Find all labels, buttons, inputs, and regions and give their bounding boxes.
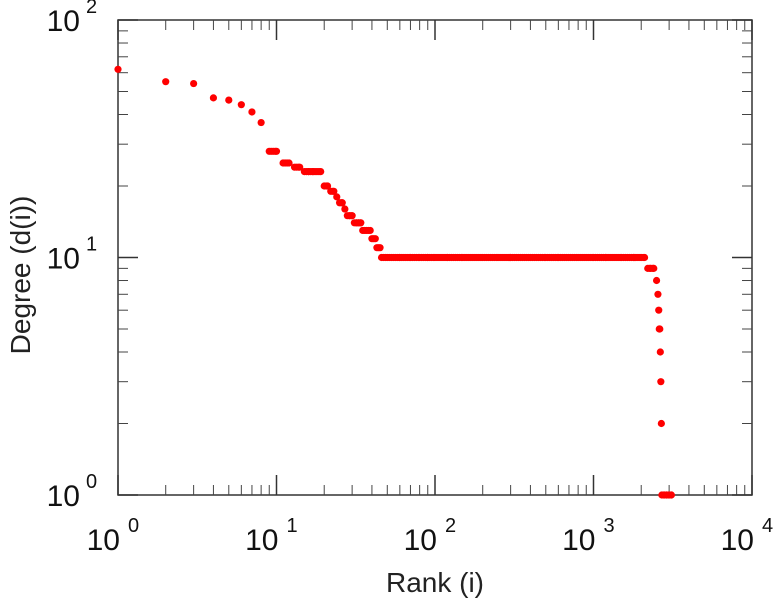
data-point	[656, 348, 664, 356]
data-point-fill	[322, 182, 330, 190]
data-point-fill	[649, 264, 657, 272]
x-tick-base: 10	[87, 524, 120, 557]
y-tick-exponent: 0	[86, 471, 97, 493]
y-tick-base: 10	[47, 5, 80, 38]
data-point-fill	[294, 163, 303, 171]
x-tick-label: 10 1	[245, 515, 298, 557]
data-point	[656, 325, 664, 333]
x-axis-label: Rank (i)	[386, 567, 484, 598]
data-point	[237, 101, 245, 109]
data-point	[657, 378, 665, 386]
data-point	[655, 306, 663, 314]
data-point	[371, 235, 379, 243]
data-point	[190, 79, 198, 88]
x-tick-exponent: 2	[445, 515, 456, 537]
data-point	[376, 244, 384, 252]
data-point-fill	[348, 212, 356, 220]
x-tick-labels: 10 0 10 1 10 2 10 3 10 4	[87, 515, 774, 557]
y-axis-label: Degree (d(i))	[5, 196, 36, 355]
data-point	[652, 276, 661, 285]
y-tick-label: 10 0	[47, 471, 98, 513]
data-point	[257, 118, 265, 127]
x-tick-base: 10	[404, 524, 437, 557]
data-point-fill	[329, 187, 337, 195]
data-point	[366, 226, 374, 235]
x-tick-base: 10	[721, 524, 754, 557]
x-tick-label: 10 4	[721, 515, 774, 557]
x-tick-exponent: 0	[128, 515, 139, 537]
data-point-fill	[337, 199, 346, 207]
data-point-fill	[271, 147, 279, 155]
x-tick-label: 10 0	[87, 515, 140, 557]
data-point	[162, 78, 170, 86]
data-point-fill	[357, 219, 365, 227]
x-tick-base: 10	[562, 524, 595, 557]
x-tick-base: 10	[245, 524, 278, 557]
data-point	[114, 65, 122, 73]
y-tick-label: 10 2	[47, 0, 98, 38]
x-tick-label: 10 2	[404, 515, 457, 557]
y-tick-label: 10 1	[47, 234, 98, 276]
data-point-fill	[315, 167, 323, 176]
data-point	[654, 290, 662, 298]
data-point	[225, 96, 233, 104]
x-tick-exponent: 1	[287, 515, 298, 537]
x-tick-label: 10 3	[562, 515, 615, 557]
y-tick-base: 10	[47, 243, 80, 276]
y-tick-exponent: 2	[86, 0, 97, 18]
data-point-fill	[667, 491, 675, 499]
data-point	[341, 205, 349, 213]
x-tick-exponent: 3	[604, 515, 615, 537]
data-point	[248, 108, 256, 116]
minor-ticks	[118, 20, 752, 495]
data-points	[114, 65, 675, 499]
y-tick-base: 10	[47, 480, 80, 513]
data-point-fill	[639, 253, 647, 262]
data-point	[209, 94, 218, 102]
major-ticks	[117, 19, 753, 496]
data-point	[333, 193, 341, 201]
x-tick-exponent: 4	[762, 515, 773, 537]
y-tick-exponent: 1	[86, 234, 97, 256]
data-point-fill	[283, 159, 291, 167]
y-tick-labels: 10 0 10 1 10 2	[47, 0, 98, 513]
data-point	[657, 419, 665, 428]
